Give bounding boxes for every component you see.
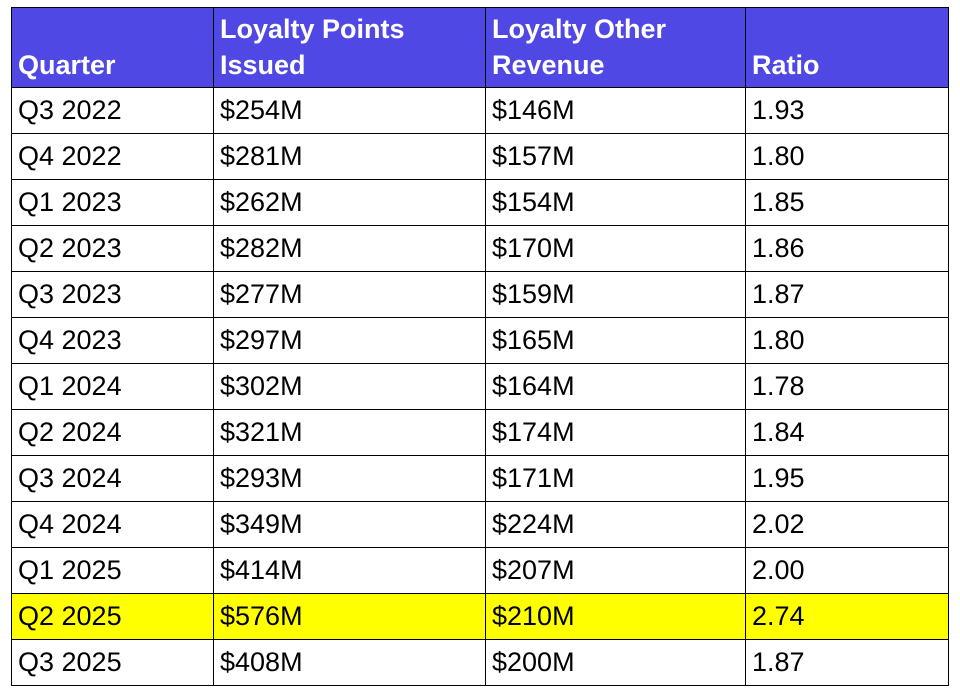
cell-quarter: Q2 2023	[11, 225, 214, 272]
cell-quarter: Q3 2022	[11, 87, 214, 134]
table-row: Q1 2024 $302M $164M 1.78	[11, 363, 949, 410]
table-row: Q3 2024 $293M $171M 1.95	[11, 455, 949, 502]
cell-quarter: Q1 2023	[11, 179, 214, 226]
cell-points-issued: $281M	[213, 133, 486, 180]
cell-ratio: 1.87	[745, 271, 949, 318]
table-header: Quarter Loyalty Points Issued Loyalty Ot…	[11, 7, 949, 88]
cell-points-issued: $321M	[213, 409, 486, 456]
cell-quarter: Q3 2023	[11, 271, 214, 318]
table-row: Q2 2023 $282M $170M 1.86	[11, 225, 949, 272]
table-row: Q3 2025 $408M $200M 1.87	[11, 639, 949, 686]
table-body: Q3 2022 $254M $146M 1.93 Q4 2022 $281M $157M 1.…	[11, 87, 949, 686]
cell-other-revenue: $174M	[485, 409, 746, 456]
cell-quarter: Q3 2025	[11, 639, 214, 686]
loyalty-table: Quarter Loyalty Points Issued Loyalty Ot…	[11, 7, 949, 686]
cell-other-revenue: $157M	[485, 133, 746, 180]
cell-quarter: Q4 2024	[11, 501, 214, 548]
cell-quarter: Q2 2024	[11, 409, 214, 456]
cell-quarter: Q1 2024	[11, 363, 214, 410]
cell-ratio: 1.93	[745, 87, 949, 134]
cell-points-issued: $408M	[213, 639, 486, 686]
cell-points-issued: $254M	[213, 87, 486, 134]
header-cell-loyalty-points-issued: Loyalty Points Issued	[213, 7, 486, 88]
data-table-container: Quarter Loyalty Points Issued Loyalty Ot…	[11, 7, 949, 686]
header-row: Quarter Loyalty Points Issued Loyalty Ot…	[11, 7, 949, 88]
cell-quarter: Q3 2024	[11, 455, 214, 502]
cell-other-revenue: $146M	[485, 87, 746, 134]
cell-quarter: Q4 2023	[11, 317, 214, 364]
cell-ratio: 2.02	[745, 501, 949, 548]
cell-other-revenue: $207M	[485, 547, 746, 594]
table-row: Q4 2024 $349M $224M 2.02	[11, 501, 949, 548]
cell-other-revenue: $200M	[485, 639, 746, 686]
cell-ratio: 2.74	[745, 593, 949, 640]
cell-other-revenue: $210M	[485, 593, 746, 640]
cell-quarter: Q2 2025	[11, 593, 214, 640]
cell-ratio: 1.80	[745, 317, 949, 364]
table-row: Q4 2023 $297M $165M 1.80	[11, 317, 949, 364]
cell-ratio: 1.85	[745, 179, 949, 226]
table-row: Q4 2022 $281M $157M 1.80	[11, 133, 949, 180]
header-cell-quarter: Quarter	[11, 7, 214, 88]
cell-points-issued: $302M	[213, 363, 486, 410]
cell-points-issued: $414M	[213, 547, 486, 594]
header-cell-ratio: Ratio	[745, 7, 949, 88]
cell-quarter: Q4 2022	[11, 133, 214, 180]
cell-ratio: 1.80	[745, 133, 949, 180]
cell-quarter: Q1 2025	[11, 547, 214, 594]
cell-points-issued: $262M	[213, 179, 486, 226]
table-row: Q1 2023 $262M $154M 1.85	[11, 179, 949, 226]
cell-other-revenue: $159M	[485, 271, 746, 318]
cell-ratio: 2.00	[745, 547, 949, 594]
cell-other-revenue: $165M	[485, 317, 746, 364]
cell-points-issued: $282M	[213, 225, 486, 272]
cell-ratio: 1.84	[745, 409, 949, 456]
table-row: Q2 2024 $321M $174M 1.84	[11, 409, 949, 456]
cell-other-revenue: $170M	[485, 225, 746, 272]
cell-points-issued: $293M	[213, 455, 486, 502]
cell-points-issued: $277M	[213, 271, 486, 318]
cell-other-revenue: $154M	[485, 179, 746, 226]
header-cell-loyalty-other-revenue: Loyalty Other Revenue	[485, 7, 746, 88]
cell-ratio: 1.86	[745, 225, 949, 272]
table-row: Q2 2025 $576M $210M 2.74	[11, 593, 949, 640]
cell-points-issued: $349M	[213, 501, 486, 548]
table-row: Q3 2022 $254M $146M 1.93	[11, 87, 949, 134]
cell-other-revenue: $224M	[485, 501, 746, 548]
table-row: Q1 2025 $414M $207M 2.00	[11, 547, 949, 594]
cell-points-issued: $576M	[213, 593, 486, 640]
cell-points-issued: $297M	[213, 317, 486, 364]
cell-other-revenue: $164M	[485, 363, 746, 410]
table-row: Q3 2023 $277M $159M 1.87	[11, 271, 949, 318]
cell-ratio: 1.95	[745, 455, 949, 502]
cell-ratio: 1.78	[745, 363, 949, 410]
cell-ratio: 1.87	[745, 639, 949, 686]
cell-other-revenue: $171M	[485, 455, 746, 502]
